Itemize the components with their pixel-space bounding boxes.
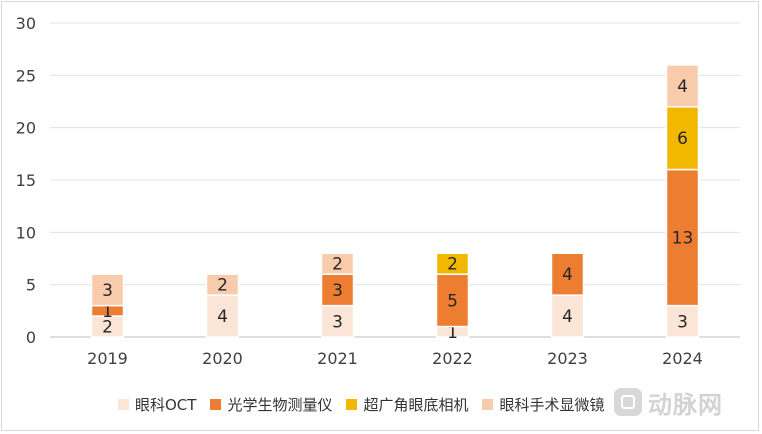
- logo-icon: [614, 388, 642, 416]
- bar-segment: [665, 168, 700, 307]
- bar-segment: [205, 294, 240, 338]
- x-tick-label: 2021: [317, 349, 358, 368]
- data-label: 2: [447, 255, 458, 275]
- x-axis: 2019 2020 2021 2022 2023 2024: [87, 349, 703, 368]
- data-label: 3: [332, 312, 343, 332]
- data-label: 3: [102, 281, 113, 301]
- x-tick-label: 2020: [202, 349, 243, 368]
- data-label: 2: [332, 255, 343, 275]
- legend-label: 光学生物测量仪: [227, 395, 333, 414]
- watermark: 动脉网: [614, 384, 723, 420]
- y-tick-label: 20: [16, 119, 36, 138]
- legend-swatch: [482, 398, 494, 410]
- data-label: 3: [677, 312, 688, 332]
- data-label: 4: [562, 265, 573, 285]
- bar-segment: [665, 105, 700, 171]
- y-tick-label: 10: [16, 223, 36, 242]
- data-label: 4: [562, 307, 573, 327]
- y-tick-label: 5: [26, 276, 36, 295]
- y-tick-label: 15: [16, 171, 36, 190]
- legend-item: 超广角眼底相机: [346, 394, 468, 415]
- bar-segment: [320, 252, 355, 275]
- bar-segment: [550, 294, 585, 338]
- bar-segment: [665, 64, 700, 108]
- data-label: 4: [677, 77, 688, 97]
- bar-segment: [90, 273, 125, 307]
- grid-lines: [50, 22, 740, 338]
- data-label: 1: [102, 302, 113, 322]
- data-label: 6: [677, 129, 688, 149]
- x-tick-label: 2019: [87, 349, 128, 368]
- bar-segment: [435, 273, 470, 328]
- bar-segment: [435, 252, 470, 275]
- legend-swatch: [210, 398, 222, 410]
- data-label: 3: [332, 281, 343, 301]
- legend-label: 眼科OCT: [135, 395, 197, 414]
- data-label: 2: [102, 318, 113, 338]
- y-axis: 0 5 10 15 20 25 30: [16, 14, 36, 347]
- legend-swatch: [118, 398, 129, 410]
- x-tick-label: 2023: [547, 349, 588, 368]
- y-tick-label: 30: [16, 14, 36, 33]
- legend-item: 眼科OCT: [118, 394, 196, 415]
- legend-swatch: [346, 398, 358, 410]
- data-label: 4: [217, 307, 228, 327]
- y-tick-label: 25: [16, 66, 36, 85]
- data-label: 5: [447, 291, 458, 311]
- bar-segment: [320, 273, 355, 307]
- watermark-text: 动脉网: [648, 390, 723, 419]
- data-label: 13: [672, 229, 694, 249]
- legend-label: 超广角眼底相机: [363, 395, 469, 414]
- bar-segment: [320, 304, 355, 338]
- x-tick-label: 2024: [662, 349, 703, 368]
- y-tick-label: 0: [26, 328, 36, 347]
- legend-item: 眼科手术显微镜: [482, 394, 605, 415]
- legend-item: 光学生物测量仪: [210, 394, 332, 415]
- legend-label: 眼科手术显微镜: [499, 395, 605, 414]
- data-label: 1: [447, 323, 458, 343]
- bar-segment: [550, 252, 585, 296]
- x-tick-label: 2022: [432, 349, 473, 368]
- legend: 眼科OCT 光学生物测量仪 超广角眼底相机 眼科手术显微镜: [118, 393, 605, 415]
- data-label: 2: [217, 276, 228, 296]
- bar-segment: [205, 273, 240, 296]
